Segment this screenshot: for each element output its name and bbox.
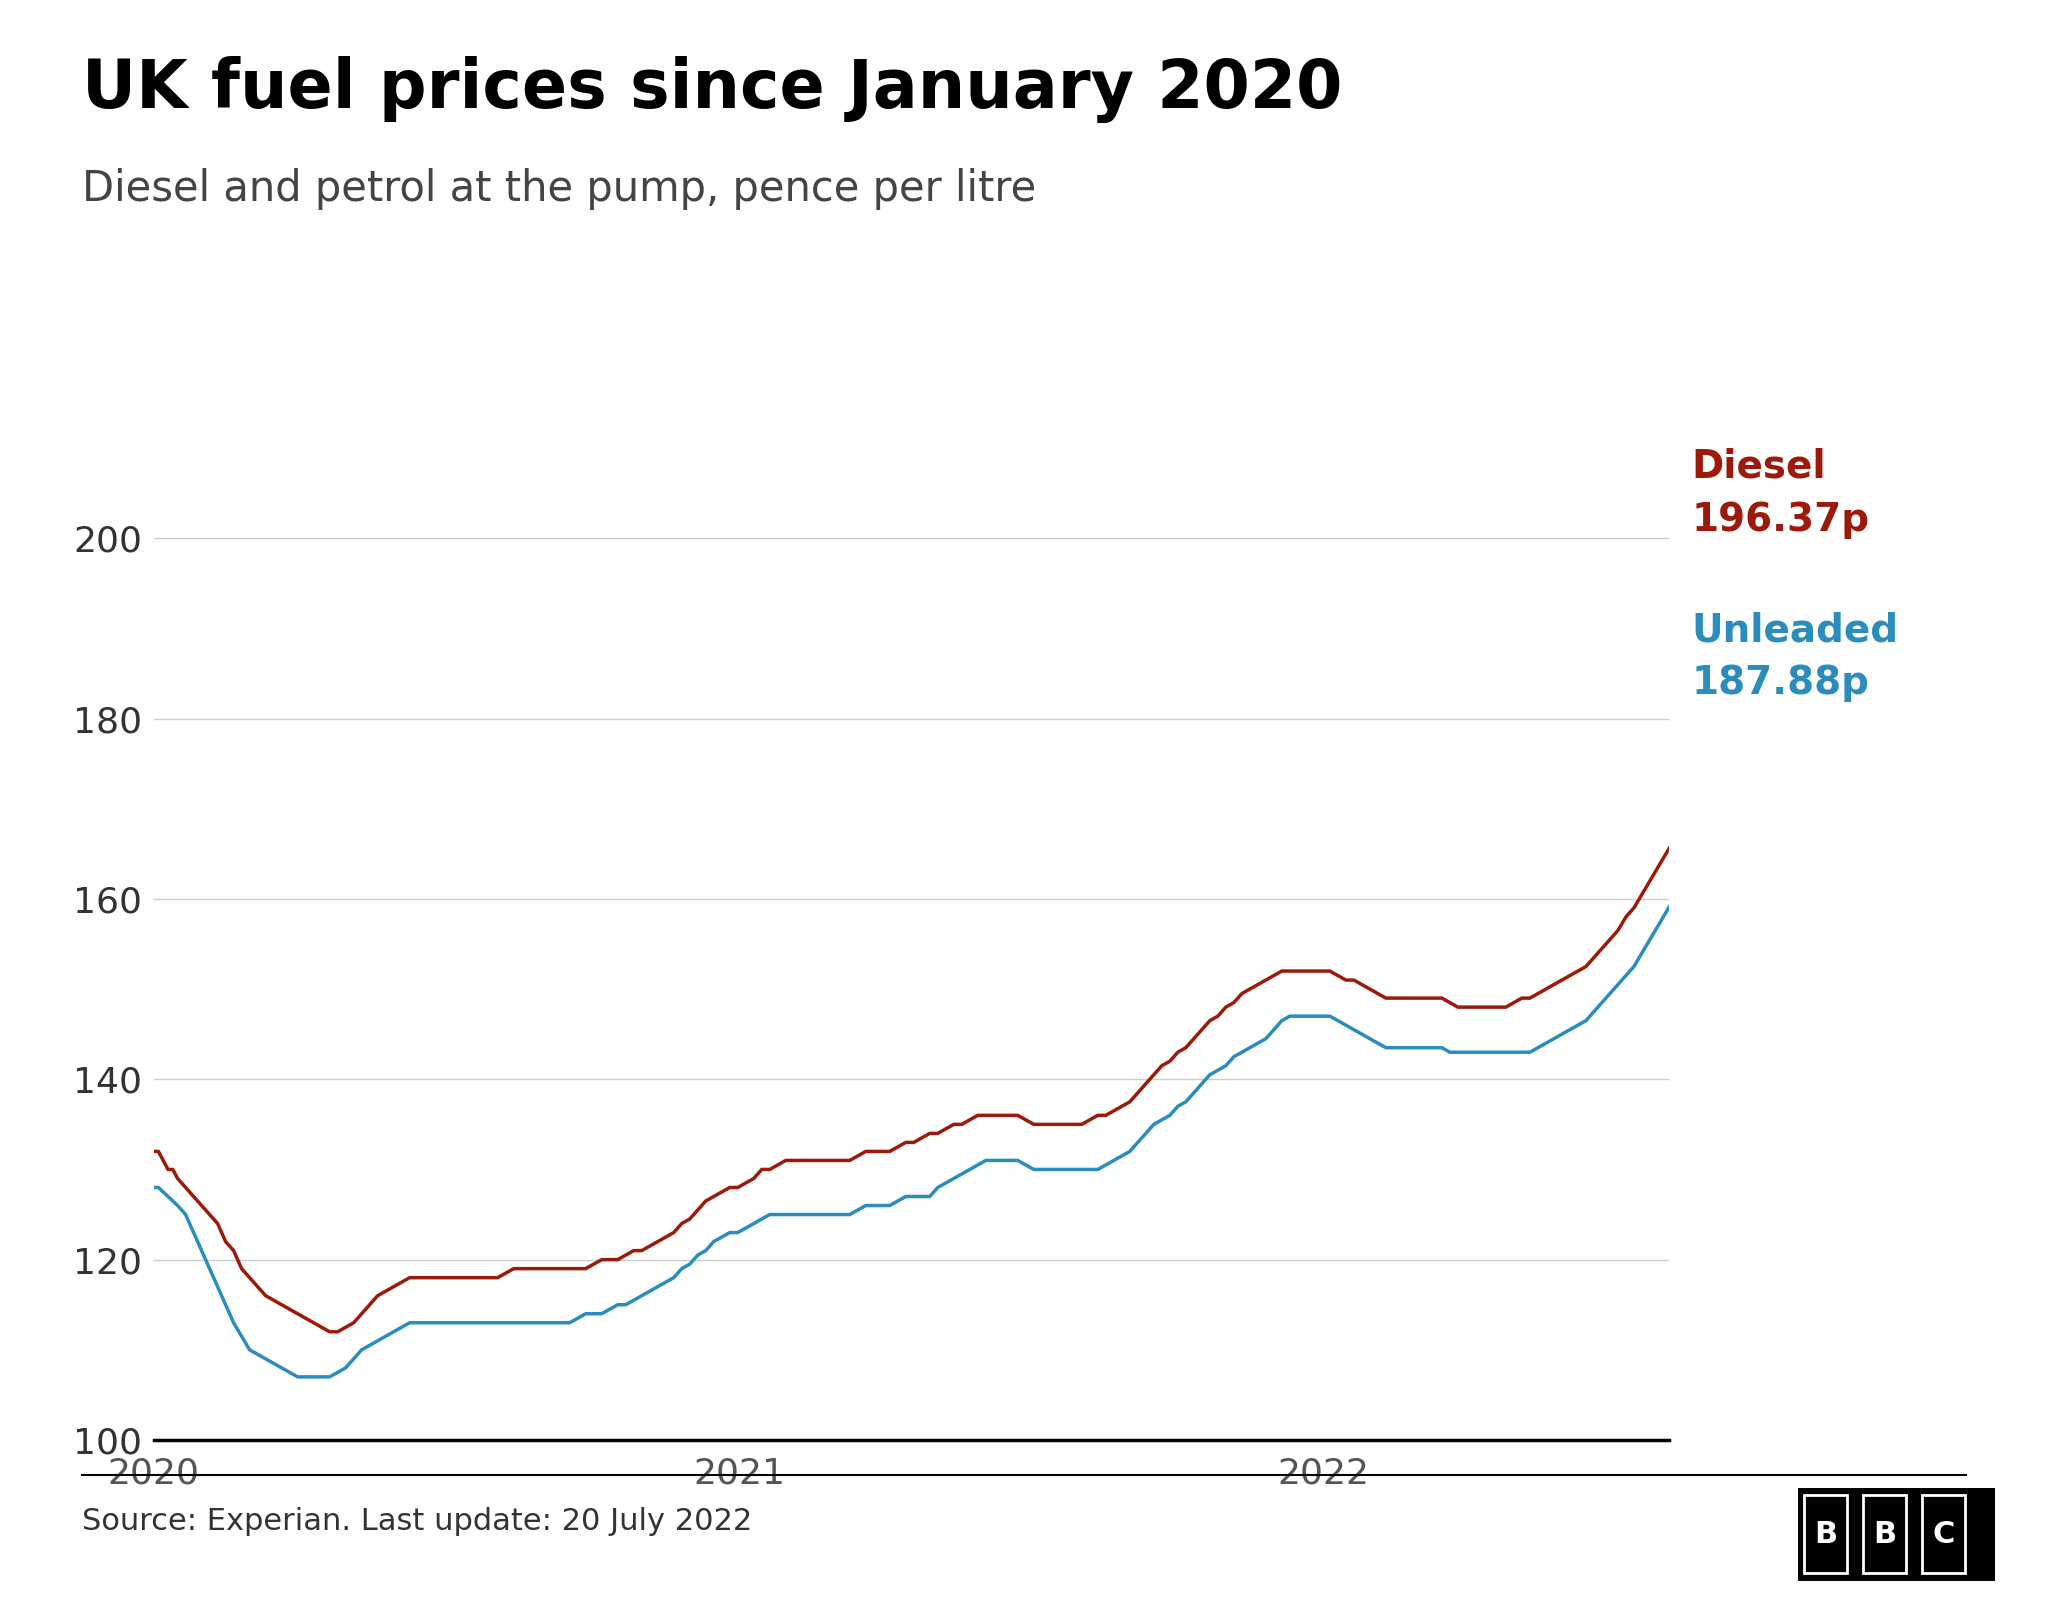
- Bar: [1804, 1496, 1847, 1573]
- Text: Source: Experian. Last update: 20 July 2022: Source: Experian. Last update: 20 July 2…: [82, 1507, 752, 1536]
- Text: Diesel and petrol at the pump, pence per litre: Diesel and petrol at the pump, pence per…: [82, 168, 1036, 210]
- Text: UK fuel prices since January 2020: UK fuel prices since January 2020: [82, 56, 1341, 123]
- Text: B: B: [1874, 1520, 1896, 1549]
- Text: Diesel
196.37p: Diesel 196.37p: [1692, 448, 1870, 539]
- Text: C: C: [1933, 1520, 1956, 1549]
- Bar: [1921, 1496, 1966, 1573]
- Text: B: B: [1815, 1520, 1837, 1549]
- Bar: [1864, 1496, 1907, 1573]
- Text: Unleaded
187.88p: Unleaded 187.88p: [1692, 611, 1898, 702]
